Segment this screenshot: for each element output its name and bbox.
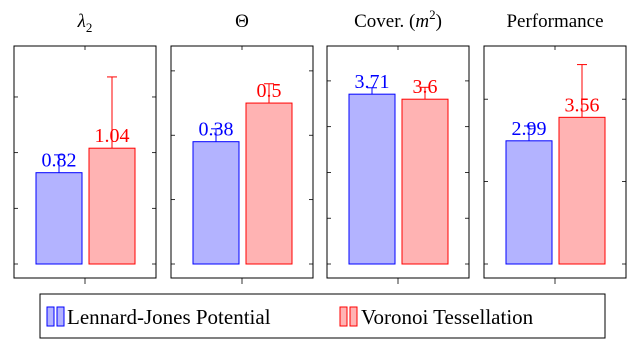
- panel-2: Θ 0.38 0.5: [170, 11, 314, 284]
- data-label-voronoi: 3.6: [413, 76, 438, 98]
- legend-swatch-voronoi: [339, 306, 358, 327]
- legend: Lennard-Jones Potential Voronoi Tessella…: [39, 293, 606, 339]
- bar-voronoi: [88, 147, 136, 265]
- data-label-lennard-jones: 0.38: [199, 119, 234, 141]
- panel-3: Cover. (m2) 3.71 3.6: [326, 7, 470, 284]
- chart-panels: λ2 0.82 1.04 Θ 0.38 0.5 Cover. (m2) 3.71 3.6 Perf…: [13, 7, 627, 284]
- legend-label-lennard-jones: Lennard-Jones Potential: [67, 305, 271, 329]
- bar-voronoi: [245, 102, 293, 265]
- bar-lennard-jones: [192, 141, 240, 265]
- data-label-lennard-jones: 0.82: [42, 150, 77, 172]
- data-label-voronoi: 1.04: [95, 125, 130, 147]
- data-label-voronoi: 0.5: [257, 80, 282, 102]
- legend-swatch-lennard-jones: [46, 306, 65, 327]
- bar-voronoi: [558, 116, 606, 265]
- panel-1: λ2 0.82 1.04: [13, 11, 157, 284]
- panel-title: Θ: [235, 11, 249, 32]
- data-label-voronoi: 3.56: [565, 94, 600, 116]
- bar-lennard-jones: [348, 93, 396, 265]
- data-label-lennard-jones: 3.71: [355, 71, 390, 93]
- bar-lennard-jones: [35, 172, 83, 265]
- data-label-lennard-jones: 2.99: [512, 118, 547, 140]
- legend-label-voronoi: Voronoi Tessellation: [361, 305, 534, 329]
- legend-frame: [39, 293, 606, 339]
- panel-title: Performance: [506, 11, 603, 32]
- bar-lennard-jones: [505, 140, 553, 265]
- bar-voronoi: [401, 98, 449, 265]
- panel-title: Cover. (m2): [354, 7, 442, 32]
- panel-title: λ2: [77, 11, 93, 35]
- panel-4: Performance 2.99 3.56: [483, 11, 627, 284]
